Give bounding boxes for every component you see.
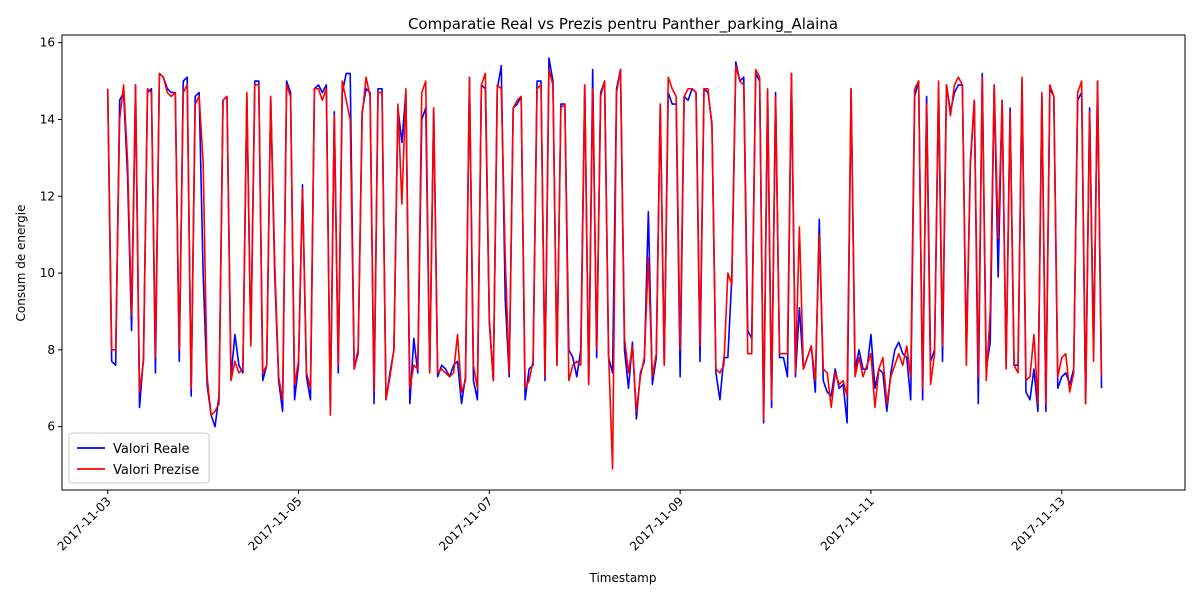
y-tick-label: 16 [40,36,55,50]
legend-box [68,432,210,484]
y-tick-label: 12 [40,189,55,203]
legend-label-1: Valori Reale [113,442,190,457]
y-tick-label: 14 [40,112,55,126]
y-tick-label: 6 [47,420,55,434]
y-tick-label: 10 [40,266,55,280]
y-axis-title: Consum de energie [14,205,28,322]
x-axis-title: Timestamp [589,571,657,585]
series-line-2 [106,64,1103,470]
axes-frame [61,34,1186,491]
legend: Valori Reale Valori Prezise [68,432,210,484]
chart-title: Comparatie Real vs Prezis pentru Panther… [408,15,838,34]
y-tick-label: 8 [47,343,55,357]
legend-label-2: Valori Prezise [113,463,199,478]
